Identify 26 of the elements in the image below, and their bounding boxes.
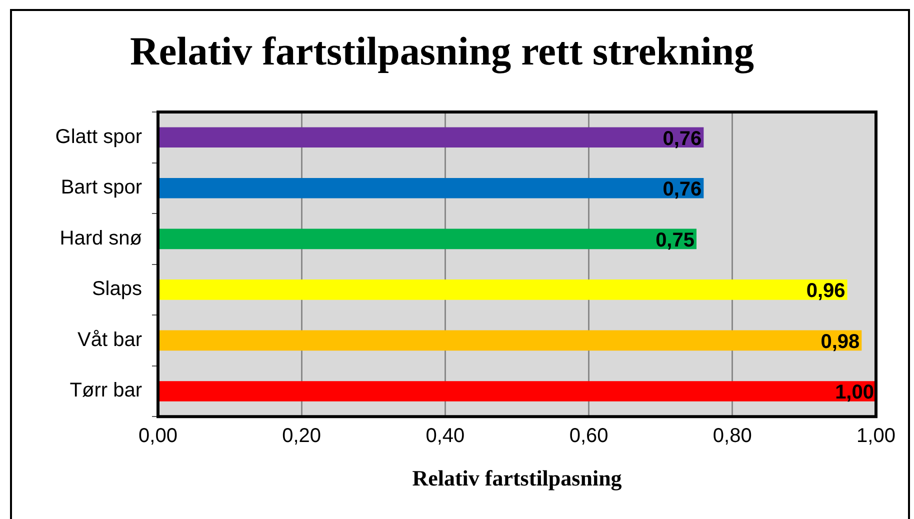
bar xyxy=(158,228,696,250)
data-label: 0,76 xyxy=(662,178,702,201)
bar xyxy=(158,330,862,351)
x-tick-label: 1,00 xyxy=(856,425,896,448)
data-label: 0,75 xyxy=(656,229,694,252)
x-tick-label: 0,20 xyxy=(282,425,322,448)
y-tick-label: Hard snø xyxy=(60,227,142,250)
x-tick-label: 0,60 xyxy=(569,425,608,448)
x-tick-label: 0,40 xyxy=(426,425,465,448)
y-tick-label: Glatt spor xyxy=(55,126,142,148)
y-tick-label: Tørr bar xyxy=(70,380,142,402)
y-tick-label: Slaps xyxy=(92,278,142,300)
bar xyxy=(158,127,704,148)
data-label: 0,96 xyxy=(806,280,846,302)
bar xyxy=(158,178,704,198)
y-tick-label: Bart spor xyxy=(60,176,142,199)
x-axis-title: Relativ fartstilpasning xyxy=(412,465,622,490)
data-label: 1,00 xyxy=(835,382,874,404)
data-label: 0,98 xyxy=(820,330,860,353)
bar xyxy=(158,280,848,300)
data-label: 0,76 xyxy=(662,128,702,150)
bar xyxy=(158,381,876,402)
y-tick-label: Våt bar xyxy=(78,328,142,351)
chart-title: Relativ fartstilpasning rett strekning xyxy=(130,28,754,74)
x-tick-label: 0,80 xyxy=(712,425,752,448)
x-tick-label: 0,00 xyxy=(138,425,178,448)
